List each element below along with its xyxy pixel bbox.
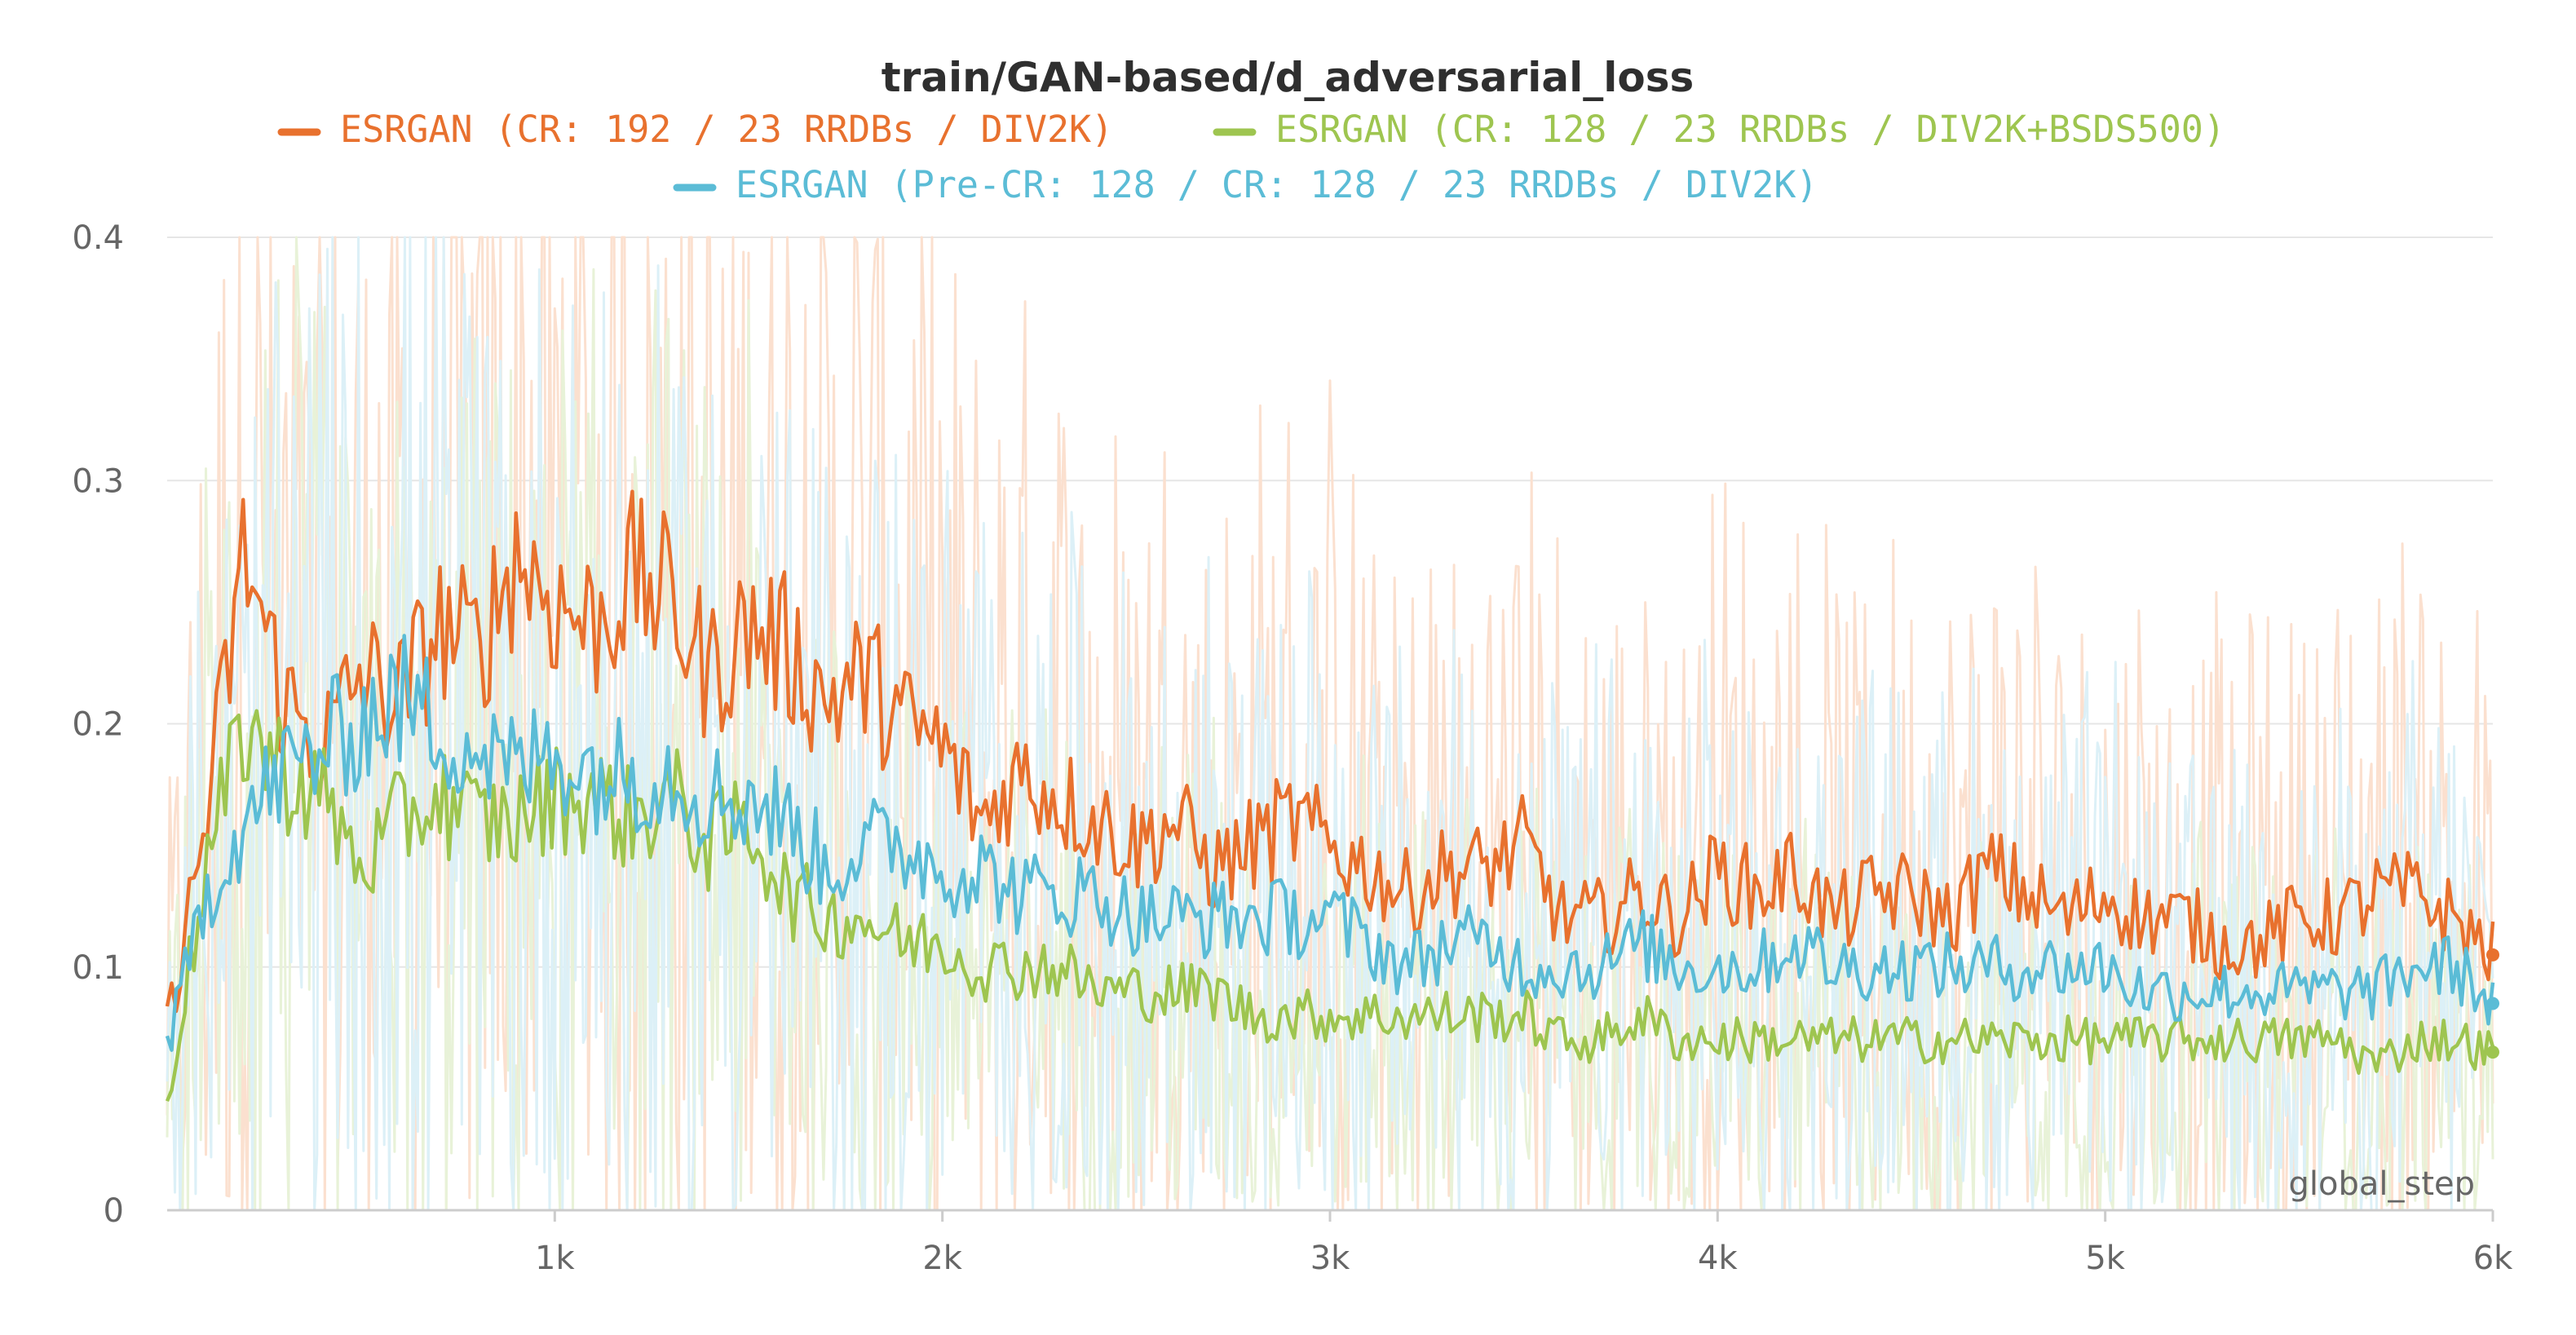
- series-group: [165, 489, 2495, 1103]
- x-tick-label: 5k: [2085, 1240, 2125, 1277]
- legend-item[interactable]: ESRGAN (CR: 192 / 23 RRDBs / DIV2K): [277, 108, 1113, 151]
- legend-item[interactable]: ESRGAN (Pre-CR: 128 / CR: 128 / 23 RRDBs…: [673, 163, 1818, 206]
- legend-item[interactable]: ESRGAN (CR: 128 / 23 RRDBs / DIV2K+BSDS5…: [1213, 108, 2225, 151]
- series-raw-line: [166, 236, 2494, 1212]
- x-tick-label: 2k: [922, 1240, 962, 1277]
- y-ticks: 0 0.1 0.2 0.3 0.4: [72, 219, 124, 1230]
- x-ticks: 1k 2k 3k 4k 5k 6k: [535, 1210, 2513, 1277]
- x-tick-label: 4k: [1698, 1240, 1738, 1277]
- x-axis-label: global_step: [2288, 1165, 2475, 1203]
- legend-label: ESRGAN (CR: 128 / 23 RRDBs / DIV2K+BSDS5…: [1275, 108, 2225, 151]
- series-end-point: [2486, 1045, 2499, 1059]
- legend-label: ESRGAN (CR: 192 / 23 RRDBs / DIV2K): [340, 108, 1113, 151]
- y-tick-label: 0.2: [72, 706, 124, 744]
- y-tick-label: 0.3: [72, 462, 124, 500]
- series-line: [165, 709, 2495, 1103]
- series-line: [165, 489, 2495, 1014]
- x-tick-label: 3k: [1310, 1240, 1350, 1277]
- end-points-group: [2486, 948, 2499, 1059]
- y-tick-label: 0.4: [72, 219, 124, 257]
- series-line: [165, 634, 2495, 1052]
- legend-label: ESRGAN (Pre-CR: 128 / CR: 128 / 23 RRDBs…: [736, 163, 1818, 206]
- legend: ESRGAN (CR: 192 / 23 RRDBs / DIV2K) ESRGA…: [277, 108, 2225, 206]
- series-end-point: [2486, 948, 2499, 961]
- chart-title: train/GAN-based/d_adversarial_loss: [881, 54, 1695, 101]
- y-tick-label: 0: [104, 1192, 124, 1230]
- x-tick-label: 6k: [2473, 1240, 2513, 1277]
- series-end-point: [2486, 997, 2499, 1010]
- x-tick-label: 1k: [535, 1240, 575, 1277]
- y-tick-label: 0.1: [72, 949, 124, 987]
